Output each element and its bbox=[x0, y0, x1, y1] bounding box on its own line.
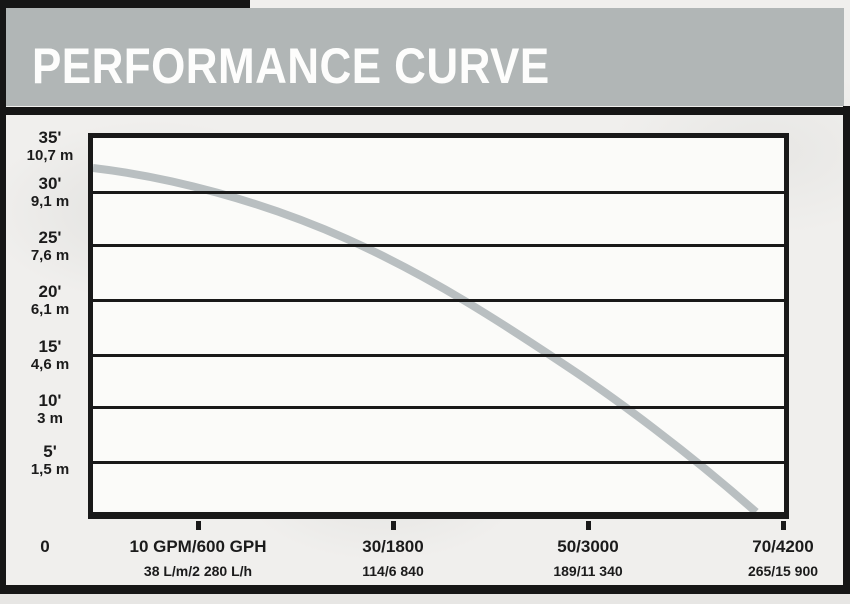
x-axis-tick-30gpm bbox=[391, 521, 396, 530]
x-axis-tick-10gpm bbox=[196, 521, 201, 530]
page-frame-bottom bbox=[0, 585, 850, 594]
axis-origin-label: 0 bbox=[40, 537, 50, 556]
y-axis-label-5ft: 5' 1,5 m bbox=[30, 442, 70, 479]
page-frame-left bbox=[0, 0, 6, 593]
header-band: PERFORMANCE CURVE bbox=[6, 8, 844, 106]
x-axis-label-30gpm: 30/1800 114/6 840 bbox=[362, 537, 424, 579]
page-frame-top bbox=[0, 0, 250, 8]
x-axis-tick-50gpm bbox=[586, 521, 591, 530]
x-axis-label-70gpm: 70/4200 265/15 900 bbox=[747, 537, 819, 579]
plot-border bbox=[88, 133, 789, 519]
y-axis-label-10ft: 10' 3 m bbox=[37, 391, 63, 428]
page-frame-right bbox=[843, 106, 850, 593]
y-axis-label-20ft: 20' 6,1 m bbox=[30, 282, 70, 319]
gridline-25ft bbox=[93, 244, 784, 247]
header-divider bbox=[6, 107, 844, 115]
x-axis-label-10gpm: 10 GPM/600 GPH 38 L/m/2 280 L/h bbox=[129, 537, 267, 579]
gridline-5ft bbox=[93, 461, 784, 464]
y-axis-label-15ft: 15' 4,6 m bbox=[30, 337, 70, 374]
gridline-20ft bbox=[93, 299, 784, 302]
x-axis-label-50gpm: 50/3000 189/11 340 bbox=[553, 537, 623, 579]
y-axis-label-25ft: 25' 7,6 m bbox=[30, 228, 70, 265]
page-margin-bottom bbox=[0, 594, 850, 604]
y-axis-label-30ft: 30' 9,1 m bbox=[30, 174, 70, 211]
y-axis-label-35ft: 35' 10,7 m bbox=[26, 128, 74, 165]
gridline-15ft bbox=[93, 354, 784, 357]
plot-area bbox=[88, 133, 789, 519]
gridline-30ft bbox=[93, 191, 784, 194]
gridline-10ft bbox=[93, 406, 784, 409]
x-axis-tick-70gpm bbox=[781, 521, 786, 530]
page-title: PERFORMANCE CURVE bbox=[32, 38, 550, 94]
